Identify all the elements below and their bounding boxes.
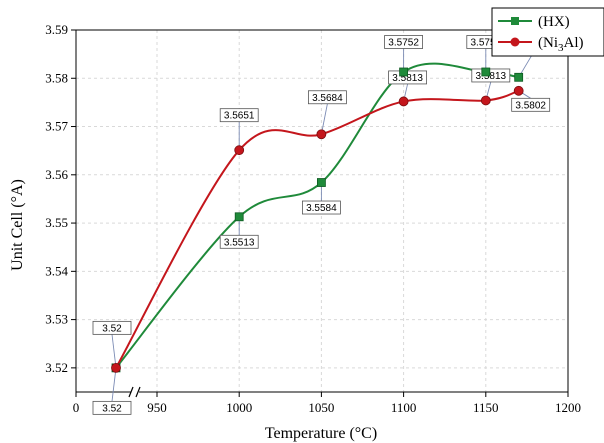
data-label-text: 3.5752 <box>388 37 419 48</box>
data-label: 3.5802 <box>511 97 551 112</box>
legend-label: (Ni3Al) <box>538 35 584 54</box>
data-label-text: 3.5754 <box>471 37 502 48</box>
y-tick-label: 3.55 <box>45 215 68 230</box>
x-axis-title: Temperature (°C) <box>265 425 377 442</box>
legend: (HX) (Ni3Al) <box>491 7 604 57</box>
data-label-text: 3.5802 <box>515 100 546 111</box>
x-tick-label: 950 <box>147 400 167 415</box>
axis-break-mark <box>135 386 141 398</box>
data-label: 3.5513 <box>219 234 259 249</box>
x-tick-label: 1200 <box>555 400 581 415</box>
data-point-ni3al <box>316 129 327 140</box>
legend-box <box>491 7 604 57</box>
data-label-box <box>219 234 259 249</box>
y-tick-label: 3.57 <box>45 119 68 134</box>
data-point-ni3al <box>111 362 121 373</box>
data-label-box <box>511 97 551 112</box>
x-tick-label: 1100 <box>391 400 417 415</box>
data-label-box <box>471 68 511 83</box>
y-tick-label: 3.53 <box>45 312 68 327</box>
data-label-box <box>92 320 132 335</box>
plot-frame <box>75 29 569 393</box>
data-callouts: 3.523.55133.55843.57523.57543.57743.523.… <box>92 35 553 415</box>
data-point-ni3al <box>234 145 245 156</box>
x-tick-label: 1150 <box>473 400 499 415</box>
legend-marker-hx <box>511 17 519 25</box>
series-line-0 <box>115 62 519 369</box>
x-tick-label: 1000 <box>226 400 252 415</box>
data-point-hx <box>514 72 524 82</box>
y-axis-title: Unit Cell (°A) <box>9 179 26 271</box>
data-label-box <box>307 90 347 105</box>
legend-marker-ni3al <box>510 37 520 47</box>
data-label: 3.5651 <box>219 108 259 123</box>
data-label-text: 3.52 <box>102 403 122 414</box>
x-tick-label: 0 <box>73 400 80 415</box>
data-point-hx <box>316 178 326 187</box>
data-label-text: 3.5513 <box>224 237 255 248</box>
data-label: 3.52 <box>92 400 132 415</box>
x-tick-label: 1050 <box>308 400 334 415</box>
data-label: 3.5684 <box>307 90 347 105</box>
data-label: 3.5584 <box>301 200 341 215</box>
axis-break-gap <box>131 388 139 396</box>
data-label-box <box>219 108 259 123</box>
data-label-text: 3.5813 <box>392 73 423 84</box>
legend-label: (HX) <box>538 14 570 30</box>
callout-leader <box>111 334 117 368</box>
y-tick-label: 3.56 <box>45 167 68 182</box>
data-point-ni3al <box>398 96 409 107</box>
data-label-text: 3.52 <box>102 323 122 334</box>
data-label-text: 3.5684 <box>312 93 343 104</box>
data-label-box <box>301 200 341 215</box>
axis-break-mark <box>128 386 134 398</box>
y-tick-label: 3.58 <box>45 70 68 85</box>
series-curves <box>115 62 520 369</box>
y-tick-label: 3.54 <box>45 263 68 278</box>
data-label-box <box>92 400 132 415</box>
callout-leader <box>320 103 328 135</box>
data-label-text: 3.5651 <box>224 111 255 122</box>
y-tick-label: 3.59 <box>45 22 68 37</box>
data-label-box <box>384 35 424 49</box>
callout-leader <box>111 367 117 402</box>
y-tick-label: 3.52 <box>45 360 68 375</box>
data-point-hx <box>481 67 491 77</box>
data-label: 3.5752 <box>384 35 424 49</box>
data-point-hx <box>399 67 409 77</box>
data-point-hx <box>234 212 244 222</box>
axes: 3.52 3.53 3.54 3.55 3.56 3.57 3.58 3.59 0 950 1000… <box>45 22 581 415</box>
data-point-ni3al <box>480 95 491 106</box>
data-label: 3.5813 <box>471 68 511 83</box>
data-label-text: 3.5584 <box>306 203 337 214</box>
data-point-ni3al <box>513 85 524 96</box>
data-label-text: 3.5813 <box>476 71 507 82</box>
series-markers <box>111 67 524 373</box>
data-label: 3.52 <box>92 320 132 335</box>
